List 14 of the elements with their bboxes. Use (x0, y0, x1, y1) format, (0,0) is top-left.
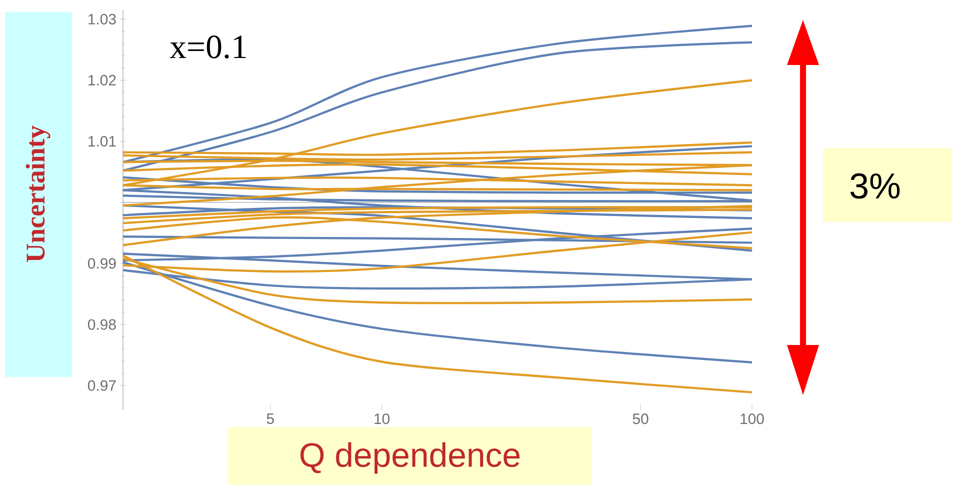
y-tick-label: 0.97 (88, 380, 116, 391)
y-tick-label: 0.99 (88, 258, 116, 269)
y-axis-title: Uncertainty (26, 126, 50, 262)
x-tick-label: 5 (266, 414, 274, 424)
text: 3% (850, 173, 900, 199)
x-axis-title: Q dependence (300, 442, 520, 474)
x-tick-label: 50 (632, 414, 648, 424)
y-tick-label: 1.01 (88, 136, 116, 147)
y-tick-label: 0.98 (88, 319, 116, 330)
x-tick-label: 100 (740, 414, 764, 424)
y-tick-label: 1.03 (88, 14, 116, 24)
annotation: x=0.1 (170, 35, 246, 58)
y-tick-label: 1.02 (88, 74, 116, 86)
x-tick-label: 10 (374, 414, 390, 424)
